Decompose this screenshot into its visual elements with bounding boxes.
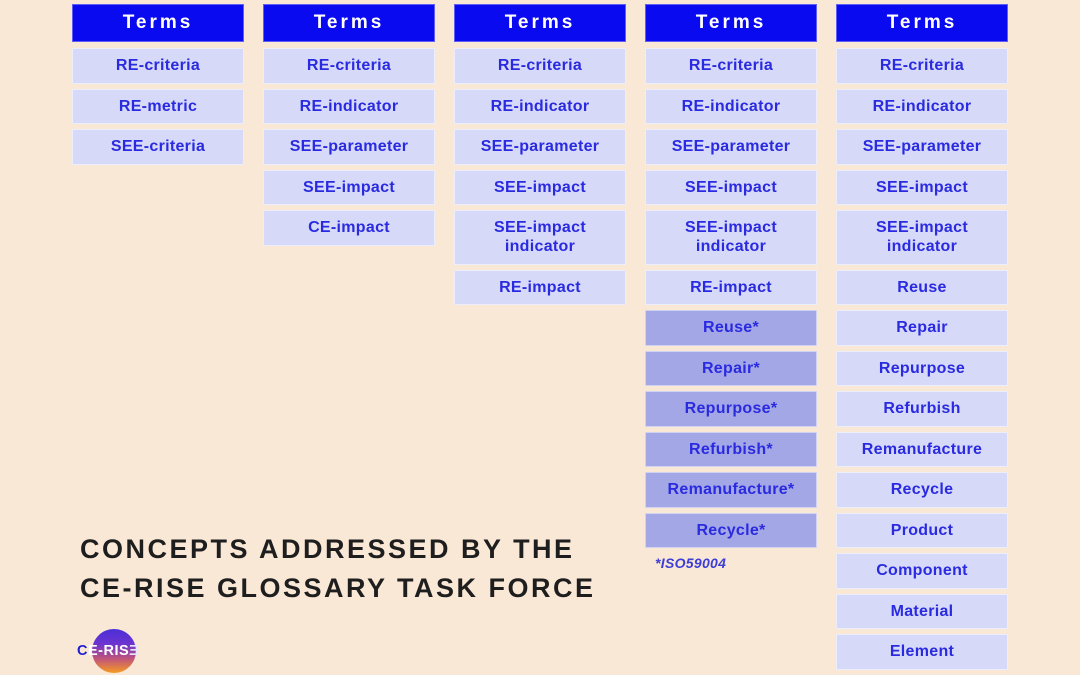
term-cell: Material: [836, 593, 1008, 629]
term-cell: Repurpose*: [645, 391, 817, 427]
term-cell: Recycle*: [645, 512, 817, 548]
term-cell: SEE-impact indicator: [454, 210, 626, 265]
terms-column-4: Terms RE-criteria RE-indicator SEE-paramete…: [645, 4, 817, 571]
term-cell: SEE-impact indicator: [836, 210, 1008, 265]
column-header: Terms: [72, 4, 244, 42]
term-cell: Reuse: [836, 269, 1008, 305]
iso-footnote: *ISO59004: [655, 555, 727, 571]
term-cell: RE-impact: [454, 269, 626, 305]
term-cell: SEE-criteria: [72, 129, 244, 165]
terms-column-1: Terms RE-criteria RE-metric SEE-criteria: [72, 4, 244, 165]
term-cell: Component: [836, 553, 1008, 589]
term-cell: SEE-impact: [454, 169, 626, 205]
logo-middle: E-RIS: [87, 643, 130, 659]
term-cell: SEE-impact: [645, 169, 817, 205]
term-cell: RE-criteria: [836, 48, 1008, 84]
column-header: Terms: [263, 4, 435, 42]
term-cell: RE-criteria: [645, 48, 817, 84]
column-header: Terms: [645, 4, 817, 42]
term-cell: Product: [836, 512, 1008, 548]
term-cell: SEE-impact: [836, 169, 1008, 205]
term-cell: RE-metric: [72, 88, 244, 124]
term-cell: SEE-parameter: [645, 129, 817, 165]
caption: CONCEPTS ADDRESSED BY THE CE-RISE GLOSSA…: [80, 530, 596, 608]
ce-rise-logo: C E-RIS Ǝ: [77, 627, 141, 675]
terms-column-5: Terms RE-criteria RE-indicator SEE-paramete…: [836, 4, 1008, 670]
logo-wordmark: C E-RIS Ǝ: [77, 627, 141, 675]
terms-column-3: Terms RE-criteria RE-indicator SEE-paramete…: [454, 4, 626, 305]
term-cell: Repair: [836, 310, 1008, 346]
term-cell: Repair*: [645, 350, 817, 386]
term-cell: Reuse*: [645, 310, 817, 346]
column-header: Terms: [836, 4, 1008, 42]
term-cell: RE-criteria: [454, 48, 626, 84]
term-cell: Remanufacture*: [645, 472, 817, 508]
term-cell: RE-criteria: [72, 48, 244, 84]
term-cell: CE-impact: [263, 210, 435, 246]
term-cell: RE-impact: [645, 269, 817, 305]
term-cell: Remanufacture: [836, 431, 1008, 467]
caption-line-1: CONCEPTS ADDRESSED BY THE: [80, 534, 575, 564]
term-cell: SEE-impact: [263, 169, 435, 205]
term-cell: SEE-parameter: [836, 129, 1008, 165]
terms-column-2: Terms RE-criteria RE-indicator SEE-paramete…: [263, 4, 435, 246]
logo-letter-c: C: [77, 643, 88, 659]
term-cell: RE-indicator: [645, 88, 817, 124]
caption-line-2: CE-RISE GLOSSARY TASK FORCE: [80, 573, 596, 603]
term-cell: Recycle: [836, 472, 1008, 508]
term-cell: RE-indicator: [263, 88, 435, 124]
logo-gradient-circle: [92, 629, 136, 673]
logo-letter-e: Ǝ: [129, 643, 140, 659]
term-cell: Refurbish: [836, 391, 1008, 427]
term-cell: SEE-parameter: [454, 129, 626, 165]
term-cell: SEE-parameter: [263, 129, 435, 165]
column-header: Terms: [454, 4, 626, 42]
term-cell: RE-indicator: [836, 88, 1008, 124]
term-cell: RE-indicator: [454, 88, 626, 124]
term-cell: RE-criteria: [263, 48, 435, 84]
term-cell: Element: [836, 634, 1008, 670]
term-cell: Refurbish*: [645, 431, 817, 467]
term-cell: Repurpose: [836, 350, 1008, 386]
terms-board: Terms RE-criteria RE-metric SEE-criteria Ter…: [72, 4, 1008, 670]
term-cell: SEE-impact indicator: [645, 210, 817, 265]
